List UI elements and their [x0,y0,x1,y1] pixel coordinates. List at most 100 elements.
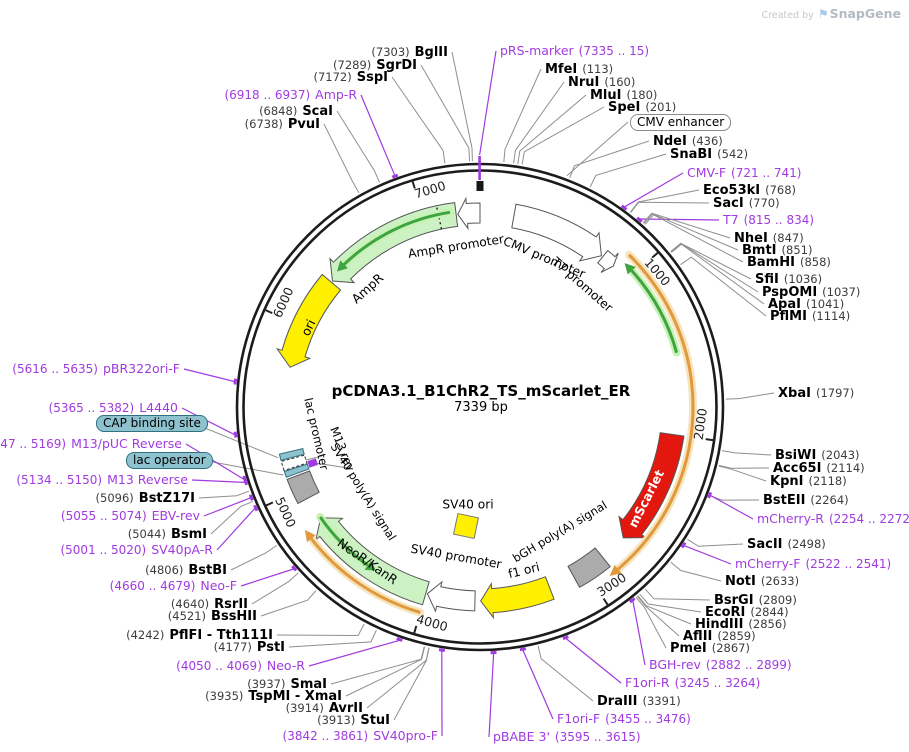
site-label-bamhi[interactable]: BamHI (858) [747,255,831,270]
site-label-m13-puc-reverse[interactable]: (5147 .. 5169) M13/pUC Reverse [0,437,182,452]
orf-arrow-green-right[interactable] [630,269,679,354]
site-label-saci[interactable]: SacI (770) [713,196,780,211]
site-label-bmti[interactable]: BmtI (851) [742,243,812,258]
boxed-label-cmv-enhancer[interactable]: CMV enhancer [630,114,732,131]
feature-t7-promoter[interactable] [596,249,619,273]
site-label-rsrii[interactable]: (4640) RsrII [171,597,248,612]
site-label-l4440[interactable]: (5365 .. 5382) L4440 [49,401,178,416]
feature-ampr[interactable] [329,202,459,284]
site-label-bglii[interactable]: (7303) BglII [371,45,448,60]
feature-sv40-ori[interactable] [452,512,480,540]
site-label-ebv-rev[interactable]: (5055 .. 5074) EBV-rev [61,508,200,524]
site-label-pflfi-tth111i[interactable]: (4242) PflFI - Tth111I [126,628,273,643]
site-label-amp-r[interactable]: (6918 .. 6937) Amp-R [224,88,357,103]
site-label-ndei[interactable]: NdeI (436) [653,134,723,149]
site-label-pmei[interactable]: PmeI (2867) [670,641,750,656]
feature-lac-operator[interactable] [283,463,310,478]
site-label-f1ori-f[interactable]: F1ori-F (3455 .. 3476) [557,712,691,727]
site-label-bsteii[interactable]: BstEII (2264) [763,493,849,508]
site-label-bgh-rev[interactable]: BGH-rev (2882 .. 2899) [649,658,792,673]
site-label-pflmi[interactable]: PflMI (1114) [770,309,850,324]
site-label-mlui[interactable]: MluI (180) [590,88,657,103]
snapgene-brand: SnapGene [829,6,901,21]
boxed-label-lac-operator[interactable]: lac operator [126,452,213,469]
site-position: (815 .. 834) [743,213,815,227]
feature-sv40-promoter[interactable] [426,580,476,613]
site-label-bsrgi[interactable]: BsrGI (2809) [714,593,797,608]
site-label-spei[interactable]: SpeI (201) [608,100,676,115]
site-label-f1ori-r[interactable]: F1ori-R (3245 .. 3264) [625,676,760,691]
feature-label-ori[interactable]: ori [298,317,319,338]
feature-label-f1-ori[interactable]: f1 ori [507,560,541,581]
feature-m13-rev-primer[interactable] [307,458,318,468]
feature-cmv-promoter[interactable] [511,203,602,262]
site-name: EBV-rev [151,508,200,523]
feature-lac-promoter[interactable] [280,454,308,472]
orf-arrow-green-ampr[interactable] [343,210,451,266]
site-label-m13-reverse[interactable]: (5134 .. 5150) M13 Reverse [16,473,188,488]
site-label-bstz17i[interactable]: (5096) BstZ17I [96,491,195,506]
site-label-ecori[interactable]: EcoRI (2844) [705,605,789,620]
site-label-sgrdi[interactable]: (7289) SgrDI [333,58,417,73]
site-label-bstbi[interactable]: (4806) BstBI [145,563,227,578]
site-label-cmv-f[interactable]: CMV-F (721 .. 741) [687,166,801,181]
site-label-mcherry-f[interactable]: mCherry-F (2522 .. 2541) [735,557,891,572]
site-label-pspomi[interactable]: PspOMI (1037) [762,285,860,300]
site-label-psti[interactable]: (4177) PstI [214,640,285,655]
site-label-tspmi-xmai[interactable]: (3935) TspMI - XmaI [205,689,342,704]
site-label-snabi[interactable]: SnaBI (542) [670,147,748,162]
site-label-bsshii[interactable]: (4521) BssHII [168,609,257,624]
site-label-draiii[interactable]: DraIII (3391) [597,694,681,709]
site-label-eco53ki[interactable]: Eco53kI (768) [703,183,796,198]
site-label-bsmi[interactable]: (5044) BsmI [128,527,207,542]
feature-label-sv40-ori[interactable]: SV40 ori [442,498,493,512]
ring-tick-label: 7000 [413,178,448,201]
site-label-pvui[interactable]: (6738) PvuI [245,117,320,132]
site-label-t7[interactable]: T7 (815 .. 834) [723,213,815,228]
site-label-sspi[interactable]: (7172) SspI [314,70,389,85]
site-position: (5096) [95,491,134,505]
feature-label-ampr-promoter[interactable]: AmpR promoter [407,232,506,261]
feature-ori[interactable] [275,273,342,368]
site-label-kpni[interactable]: KpnI (2118) [770,474,847,489]
feature-f1-ori[interactable] [480,576,555,620]
site-label-neo-f[interactable]: (4660 .. 4679) Neo-F [110,579,237,594]
site-position: (768) [765,183,797,197]
site-label-mfei[interactable]: MfeI (113) [545,62,613,77]
leader-line [640,218,720,221]
site-label-nhei[interactable]: NheI (847) [734,231,804,246]
site-label-prs-marker[interactable]: pRS-marker (7335 .. 15) [500,44,649,59]
site-label-xbai[interactable]: XbaI (1797) [778,386,854,401]
site-label-mcherry-r[interactable]: mCherry-R (2254 .. 2272) [757,512,909,527]
feature-ampr-promoter[interactable] [457,196,481,231]
site-label-neo-r[interactable]: (4050 .. 4069) Neo-R [176,659,305,674]
site-label-scai[interactable]: (6848) ScaI [259,104,333,119]
site-label-sv40pa-r[interactable]: (5001 .. 5020) SV40pA-R [60,543,213,558]
site-label-noti[interactable]: NotI (2633) [725,574,799,589]
site-label-hindiii[interactable]: HindIII (2856) [695,617,787,632]
orf-arrow-orange-right[interactable] [617,253,695,571]
site-label-nrui[interactable]: NruI (160) [568,75,635,90]
feature-mscarlet[interactable] [618,432,685,539]
site-name: BsrGI [714,593,754,608]
site-label-pbr322ori-f[interactable]: (5616 .. 5635) pBR322ori-F [12,362,180,377]
feature-sv40-polya[interactable] [286,470,320,505]
feature-label-sv40-promoter[interactable]: SV40 promoter [410,542,504,572]
site-label-aflii[interactable]: AflII (2859) [683,629,756,644]
site-label-sacii[interactable]: SacII (2498) [747,537,826,552]
boxed-label-cap-binding-site[interactable]: CAP binding site [96,415,208,432]
site-label-pbabe-3[interactable]: pBABE 3' (3595 .. 3615) [493,730,641,745]
site-label-bsiwi[interactable]: BsiWI (2043) [775,448,860,463]
feature-bgh-polya[interactable] [567,547,611,588]
site-label-apai[interactable]: ApaI (1041) [768,297,844,312]
site-label-smai[interactable]: (3937) SmaI [247,677,327,692]
feature-cap-binding-site[interactable] [278,447,305,462]
site-label-sfii[interactable]: SfiI (1036) [755,272,822,287]
site-label-sv40pro-f[interactable]: (3842 .. 3861) SV40pro-F [283,729,438,744]
leader-line [643,213,739,251]
orf-arrow-orange-neor[interactable] [310,537,421,614]
site-label-avrii[interactable]: (3914) AvrII [286,701,363,716]
site-label-stui[interactable]: (3913) StuI [317,713,390,728]
orf-arrow-green-neor[interactable] [318,516,369,567]
site-label-acc65i[interactable]: Acc65I (2114) [773,461,865,476]
